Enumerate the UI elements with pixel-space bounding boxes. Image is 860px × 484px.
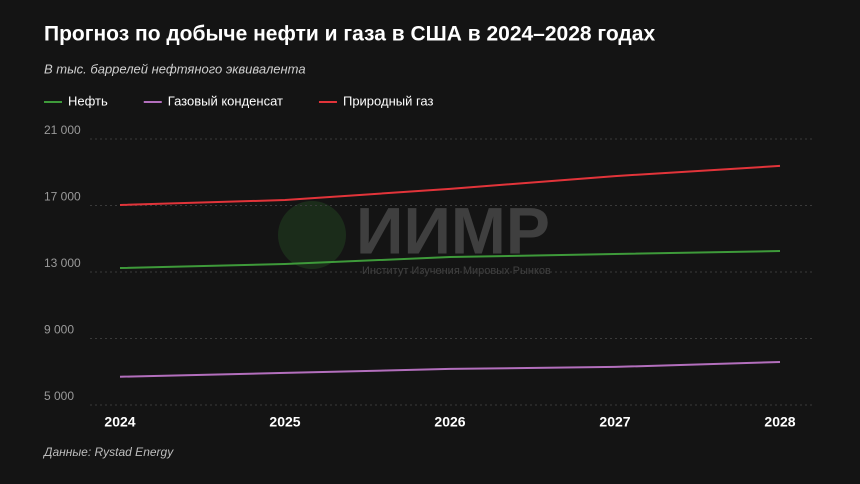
- y-tick-label: 17 000: [44, 190, 81, 204]
- x-tick-label: 2026: [434, 414, 465, 430]
- series-line: [119, 360, 781, 378]
- y-tick-label: 5 000: [44, 389, 74, 403]
- y-tick-label: 9 000: [44, 323, 74, 337]
- x-tick-label: 2024: [104, 414, 135, 430]
- y-tick-label: 13 000: [44, 256, 81, 270]
- legend-label: Газовый конденсат: [168, 93, 283, 108]
- subtitle: В тыс. баррелей нефтяного эквивалента: [44, 61, 306, 76]
- watermark-text: Институт Изучения Мировых Рынков: [362, 265, 551, 277]
- series-line: [119, 164, 781, 207]
- x-tick-label: 2027: [599, 414, 630, 430]
- legend-label: Природный газ: [343, 93, 434, 108]
- x-tick-label: 2028: [764, 414, 795, 430]
- watermark-logo-icon: [278, 201, 346, 269]
- chart-title: Прогноз по добыче нефти и газа в США в 2…: [44, 23, 655, 46]
- legend-label: Нефть: [68, 93, 108, 108]
- series-line: [119, 250, 781, 270]
- source: Данные: Rystad Energy: [42, 445, 174, 459]
- x-tick-label: 2025: [269, 414, 300, 430]
- y-tick-label: 21 000: [44, 123, 81, 137]
- watermark: ИИМР Институт Изучения Мировых Рынков: [278, 193, 551, 277]
